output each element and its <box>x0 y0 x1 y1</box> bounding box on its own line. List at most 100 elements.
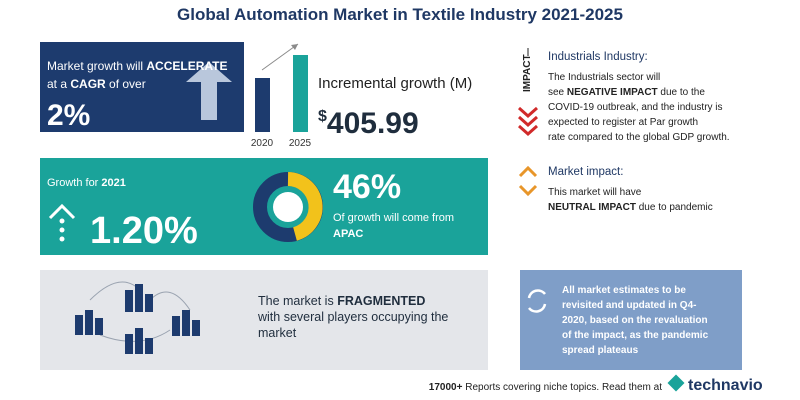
growth-value: 1.20% <box>90 210 198 252</box>
text-segment: market <box>258 326 297 340</box>
building <box>192 320 200 336</box>
building <box>135 328 143 354</box>
building <box>182 310 190 336</box>
text-line: 17000+ Reports covering niche topics. Re… <box>429 382 662 393</box>
text-line: at a CAGR of over <box>47 77 146 91</box>
bar-2025 <box>293 55 308 132</box>
refresh-arc <box>528 303 547 313</box>
vendors-panel <box>40 270 488 370</box>
bold-text: 2021 <box>101 177 125 189</box>
bold-text: ACCELERATE <box>146 59 227 73</box>
refresh-icon <box>527 289 547 313</box>
text-line: see NEGATIVE IMPACT due to the <box>548 87 705 98</box>
bar-2020 <box>255 78 270 132</box>
text-line: 2020, based on the revaluation <box>562 315 708 326</box>
donut-hole <box>273 192 303 222</box>
text-segment: of the impact, as the pandemic <box>562 330 709 341</box>
text-line: spread plateaus <box>562 345 639 356</box>
market-impact-heading: Market impact: <box>548 166 623 178</box>
donut-segment <box>287 172 323 241</box>
donut-icon <box>253 172 323 242</box>
text-line: APAC <box>333 228 363 240</box>
building <box>75 315 83 335</box>
building <box>135 284 143 312</box>
text-segment: COVID-19 outbreak, and the industry is <box>548 102 723 113</box>
text-segment: due to pandemic <box>636 202 713 213</box>
text-line: Growth for 2021 <box>47 177 126 189</box>
text-line: rate compared to the global GDP growth. <box>548 132 730 143</box>
text-segment: All market estimates to be <box>562 285 686 296</box>
text-segment: with several players occupying the <box>257 310 448 324</box>
text-segment: Of growth will come from <box>333 212 454 224</box>
chevron <box>518 106 538 119</box>
year-label: 2020 <box>251 138 274 149</box>
text-segment: see <box>548 87 567 98</box>
dotted-arrow-icon <box>48 203 76 242</box>
text-segment: 2020, based on the revaluation <box>562 315 708 326</box>
text-segment: expected to register at Par growth <box>548 117 698 128</box>
refresh-arc <box>527 289 546 299</box>
text-segment: at a <box>47 77 70 91</box>
chevron <box>518 115 538 128</box>
text-line: revisited and updated in Q4- <box>562 300 696 311</box>
brand: technavio <box>688 377 763 394</box>
incremental-label: Incremental growth (M) <box>318 75 472 92</box>
text-segment: This market will have <box>548 187 642 198</box>
text-line: Market growth will ACCELERATE <box>47 59 227 73</box>
building <box>125 290 133 312</box>
building <box>95 318 103 335</box>
up-arrow-icon <box>183 82 235 120</box>
text-segment: revisited and updated in Q4- <box>562 300 696 311</box>
chevron <box>518 124 538 137</box>
region-value: 46% <box>333 168 401 206</box>
building <box>85 310 93 335</box>
up-arrow-head <box>186 62 232 82</box>
chevron <box>518 165 538 178</box>
bold-text: APAC <box>333 228 363 240</box>
buildings-icon <box>75 281 200 354</box>
currency: $ <box>318 108 327 125</box>
dot <box>59 218 65 224</box>
bold-text: CAGR <box>70 77 106 91</box>
cagr-value: 2% <box>47 99 90 132</box>
building <box>172 316 180 336</box>
text-line: The market is FRAGMENTED <box>258 294 425 308</box>
title: Global Automation Market in Textile Indu… <box>177 5 623 24</box>
amount: 405.99 <box>327 107 419 140</box>
text-line: COVID-19 outbreak, and the industry is <box>548 102 723 113</box>
dot <box>59 236 65 242</box>
text-segment: The Industrials sector will <box>548 72 660 83</box>
growth-arrow <box>261 43 299 71</box>
text-line: of the impact, as the pandemic <box>562 330 709 341</box>
text-segment: The market is <box>258 294 337 308</box>
incremental-value: $405.99 <box>318 107 419 140</box>
building <box>145 294 153 312</box>
chevron <box>518 184 538 197</box>
text-line: with several players occupying the <box>257 310 448 324</box>
text-segment: spread plateaus <box>562 345 639 356</box>
building <box>145 338 153 354</box>
text-line: This market will have <box>548 187 642 198</box>
text-line: The Industrials sector will <box>548 72 660 83</box>
text-line: expected to register at Par growth <box>548 117 698 128</box>
text-line: All market estimates to be <box>562 285 686 296</box>
text-segment: Market growth will <box>47 59 146 73</box>
text-line: NEUTRAL IMPACT due to pandemic <box>548 202 713 213</box>
neutral-chevrons <box>518 165 538 197</box>
dot <box>59 227 65 233</box>
text-segment: Reports covering niche topics. Read them… <box>462 382 662 393</box>
bold-text: 17000+ <box>429 382 463 393</box>
text-line: market <box>258 326 297 340</box>
brand-icon <box>667 374 685 392</box>
year-label: 2025 <box>289 138 312 149</box>
growth-arrow-head <box>291 44 298 50</box>
building <box>125 334 133 354</box>
bold-text: NEGATIVE IMPACT <box>567 87 658 98</box>
bold-text: NEUTRAL IMPACT <box>548 202 636 213</box>
note-panel <box>520 270 742 370</box>
text-segment: rate compared to the global GDP growth. <box>548 132 730 143</box>
impact-tag: IMPACT <box>522 54 533 92</box>
text-line: Of growth will come from <box>333 212 454 224</box>
bold-text: FRAGMENTED <box>337 294 425 308</box>
